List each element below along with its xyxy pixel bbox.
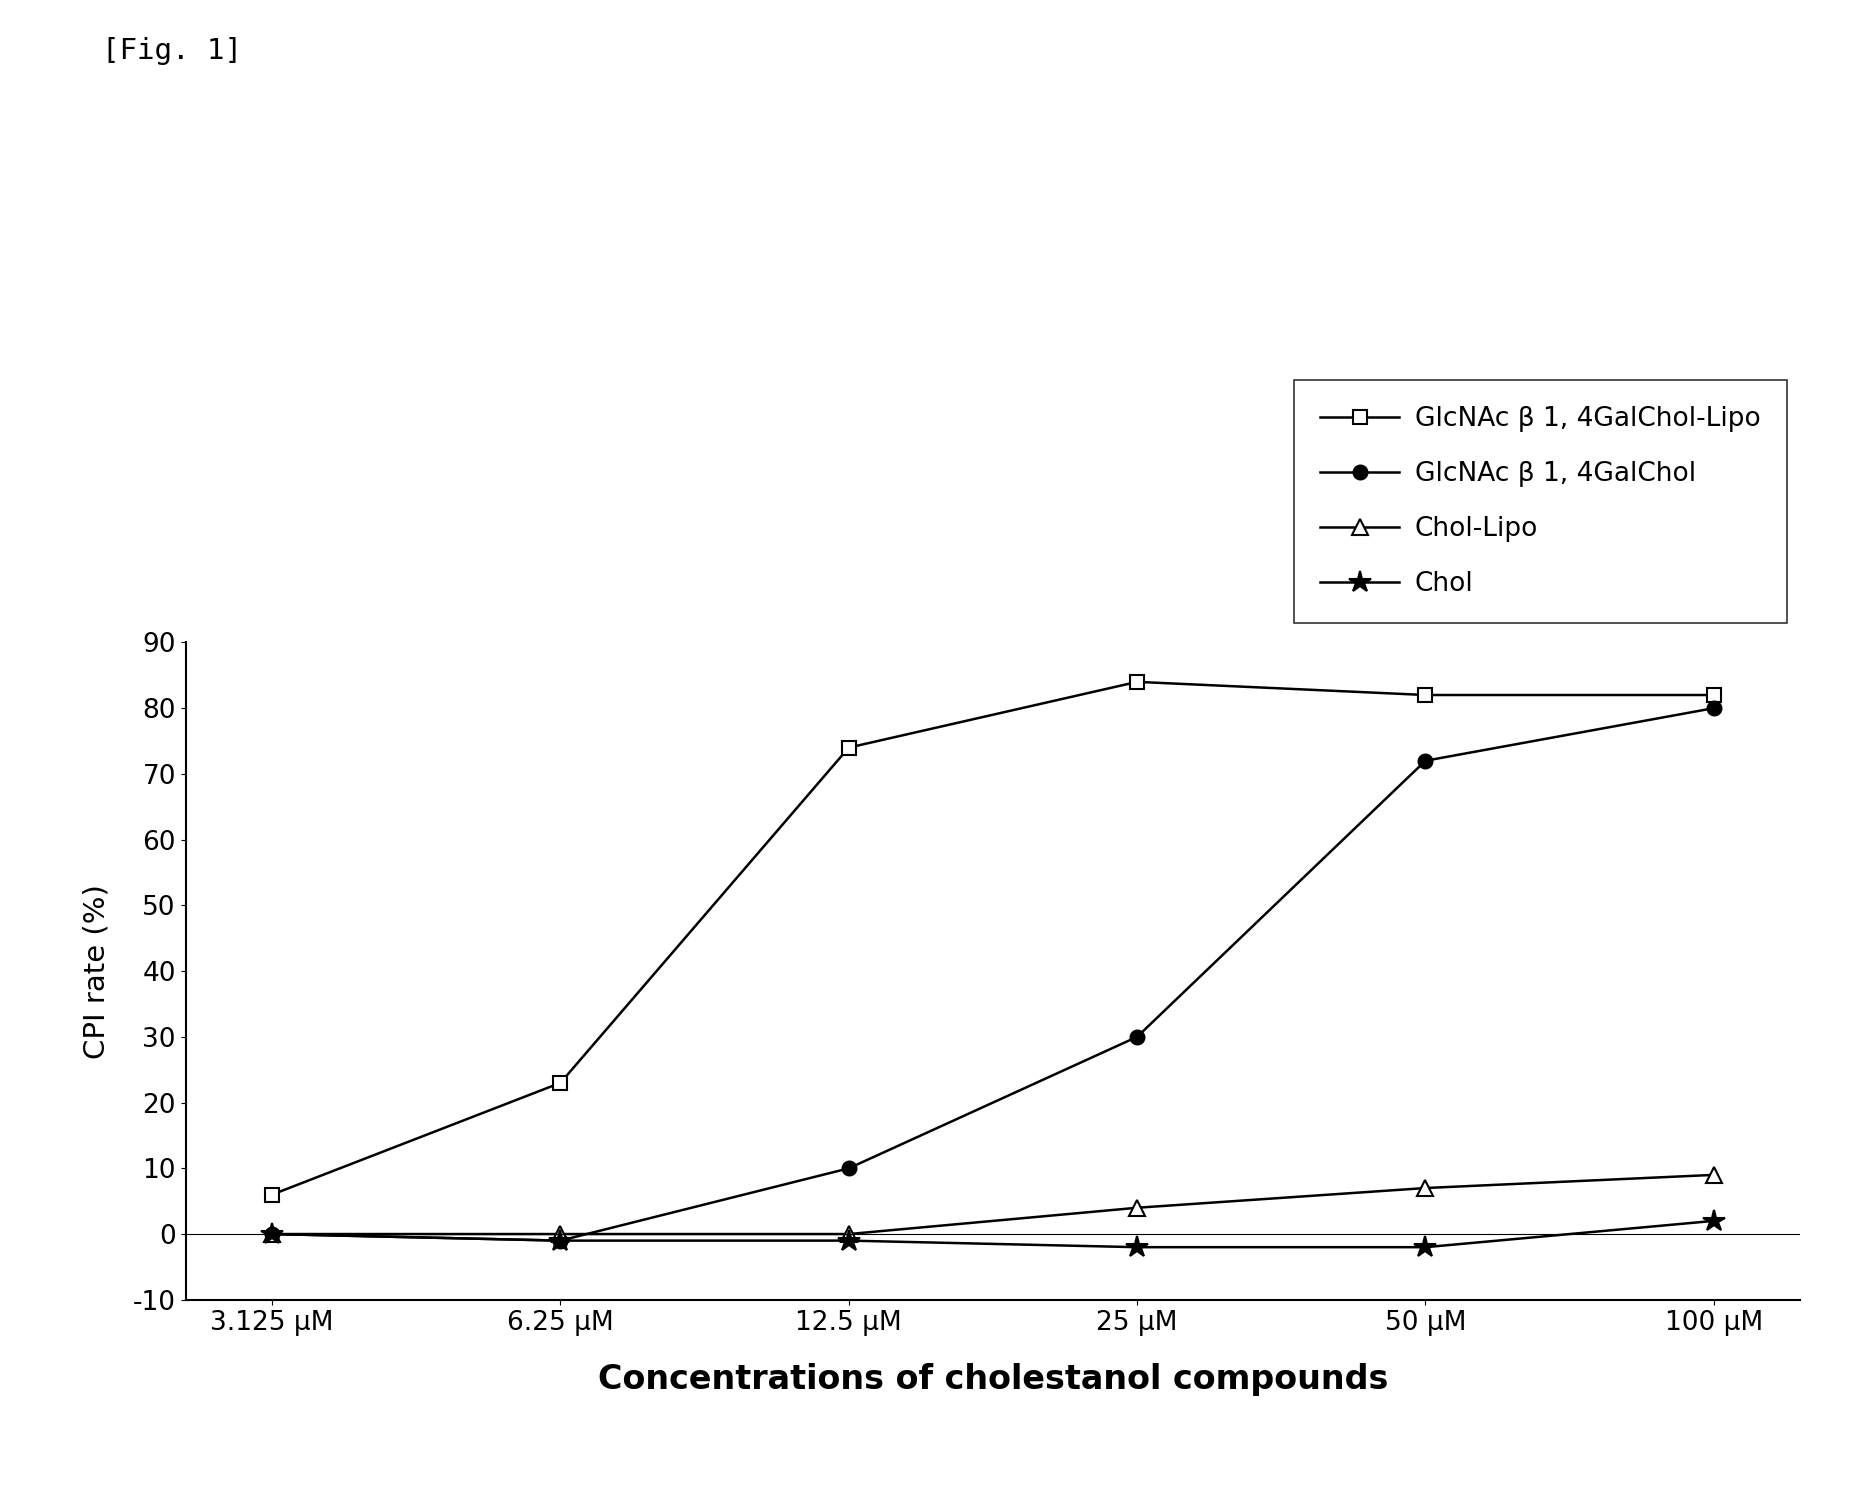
Line: GlcNAc β 1, 4GalChol: GlcNAc β 1, 4GalChol <box>265 701 1720 1247</box>
Chol <box>837 1231 859 1249</box>
Text: [Fig. 1]: [Fig. 1] <box>102 37 241 66</box>
GlcNAc β 1, 4GalChol-Lipo <box>837 738 859 756</box>
X-axis label: Concentrations of cholestanol compounds: Concentrations of cholestanol compounds <box>597 1364 1388 1397</box>
Chol-Lipo <box>262 1225 284 1243</box>
GlcNAc β 1, 4GalChol <box>549 1231 571 1249</box>
GlcNAc β 1, 4GalChol-Lipo <box>262 1186 284 1204</box>
Chol <box>262 1225 284 1243</box>
GlcNAc β 1, 4GalChol-Lipo <box>1414 686 1436 704</box>
Chol-Lipo <box>1701 1165 1723 1183</box>
GlcNAc β 1, 4GalChol <box>262 1225 284 1243</box>
GlcNAc β 1, 4GalChol-Lipo <box>1126 672 1148 690</box>
Chol-Lipo <box>837 1225 859 1243</box>
Line: Chol: Chol <box>262 1210 1723 1258</box>
GlcNAc β 1, 4GalChol <box>1701 699 1723 717</box>
GlcNAc β 1, 4GalChol <box>1414 751 1436 769</box>
Legend: GlcNAc β 1, 4GalChol-Lipo, GlcNAc β 1, 4GalChol, Chol-Lipo, Chol: GlcNAc β 1, 4GalChol-Lipo, GlcNAc β 1, 4… <box>1293 379 1786 623</box>
Line: GlcNAc β 1, 4GalChol-Lipo: GlcNAc β 1, 4GalChol-Lipo <box>265 675 1720 1201</box>
Chol <box>1414 1239 1436 1256</box>
Chol <box>1126 1239 1148 1256</box>
GlcNAc β 1, 4GalChol-Lipo <box>1701 686 1723 704</box>
Chol-Lipo <box>1126 1198 1148 1216</box>
GlcNAc β 1, 4GalChol-Lipo <box>549 1074 571 1092</box>
Chol-Lipo <box>549 1225 571 1243</box>
Line: Chol-Lipo: Chol-Lipo <box>263 1167 1721 1242</box>
Chol <box>1701 1212 1723 1230</box>
Chol-Lipo <box>1414 1179 1436 1197</box>
Y-axis label: CPI rate (%): CPI rate (%) <box>83 883 111 1059</box>
Chol <box>549 1231 571 1249</box>
GlcNAc β 1, 4GalChol <box>837 1159 859 1177</box>
GlcNAc β 1, 4GalChol <box>1126 1028 1148 1046</box>
